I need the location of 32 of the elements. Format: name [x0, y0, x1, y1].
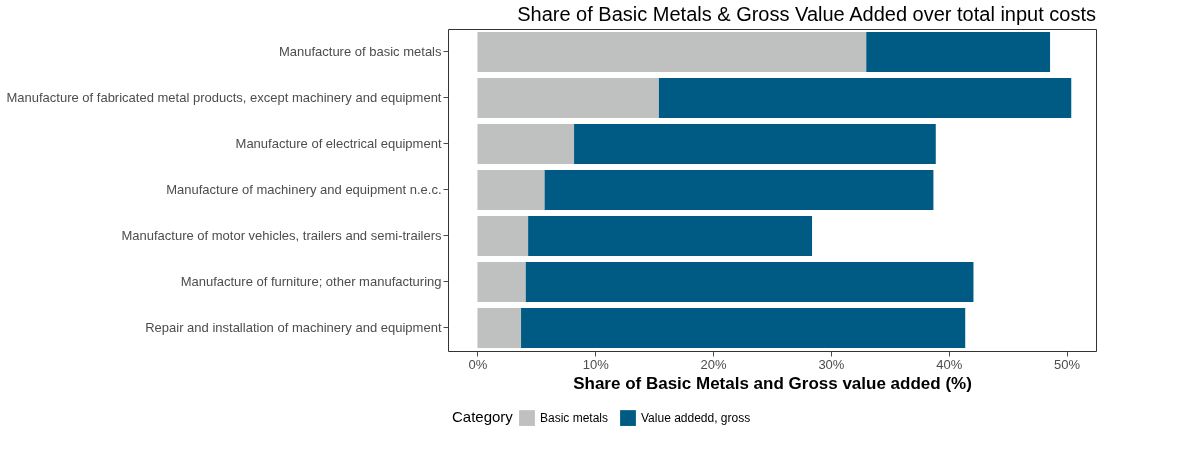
- x-tick-label: 50%: [1054, 356, 1081, 372]
- y-tick-label: Manufacture of machinery and equipment n.e.c.: [166, 182, 442, 197]
- bar: [544, 170, 934, 210]
- bar: [528, 216, 813, 256]
- bar: [477, 78, 659, 118]
- x-tick-label: 0%: [468, 356, 488, 372]
- bar: [477, 216, 529, 256]
- bar: [477, 262, 526, 302]
- bar: [477, 32, 867, 72]
- chart-title: Share of Basic Metals & Gross Value Added over total input costs: [517, 3, 1096, 25]
- x-tick-label: 20%: [700, 356, 728, 372]
- x-axis-title: Share of Basic Metals and Gross value added (%): [573, 373, 972, 393]
- bar: [866, 32, 1051, 72]
- y-tick-label: Manufacture of electrical equipment: [235, 136, 442, 151]
- x-tick-label: 30%: [818, 356, 845, 372]
- bar: [521, 308, 966, 348]
- y-tick-label: Repair and installation of machinery and equipment: [145, 320, 442, 335]
- bar: [525, 262, 974, 302]
- bar: [574, 124, 936, 164]
- y-tick-label: Manufacture of basic metals: [278, 44, 442, 59]
- y-tick-label: Manufacture of motor vehicles, trailers and semi-trailers: [121, 228, 442, 243]
- legend-title: Category: [452, 408, 514, 425]
- x-tick-label: 40%: [936, 356, 963, 372]
- x-tick-label: 10%: [582, 356, 610, 372]
- y-tick-label: Manufacture of fabricated metal products, except machinery and equipment: [6, 90, 442, 105]
- legend-label: Value addedd, gross: [641, 411, 751, 426]
- bar: [658, 78, 1072, 118]
- bar: [477, 308, 522, 348]
- bar: [477, 124, 575, 164]
- y-tick-label: Manufacture of furniture; other manufacturing: [180, 274, 442, 289]
- legend-label: Basic metals: [540, 411, 609, 426]
- bar: [477, 170, 545, 210]
